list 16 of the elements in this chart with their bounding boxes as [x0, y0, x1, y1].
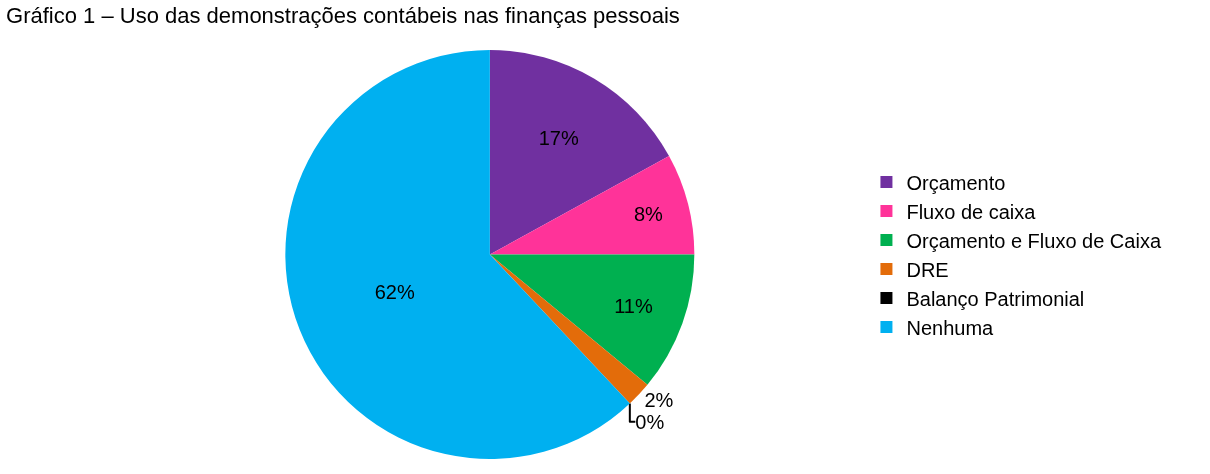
data-label: 8%	[633, 202, 664, 225]
pie-slice	[489, 254, 695, 385]
legend-label: Nenhuma	[906, 316, 995, 339]
text: 0%	[635, 410, 665, 433]
data-label: 17%	[538, 126, 579, 149]
pie-slice	[489, 50, 670, 255]
data-label: 62%	[374, 281, 415, 304]
chart-title: Gráfico 1 – Uso das demonstrações contábeis nas finanças pessoais	[6, 2, 680, 28]
pie-slice	[489, 155, 695, 255]
legend-label: Balanço Patrimonial	[906, 287, 1085, 310]
legend-label: Orçamento e Fluxo de Caixa	[906, 229, 1162, 252]
legend-label: Fluxo de caixa	[906, 200, 1037, 223]
data-label: 11%	[614, 295, 653, 318]
legend-label: DRE	[906, 258, 949, 281]
legend-label: Orçamento	[906, 171, 1006, 194]
data-label: 2%	[644, 388, 674, 411]
